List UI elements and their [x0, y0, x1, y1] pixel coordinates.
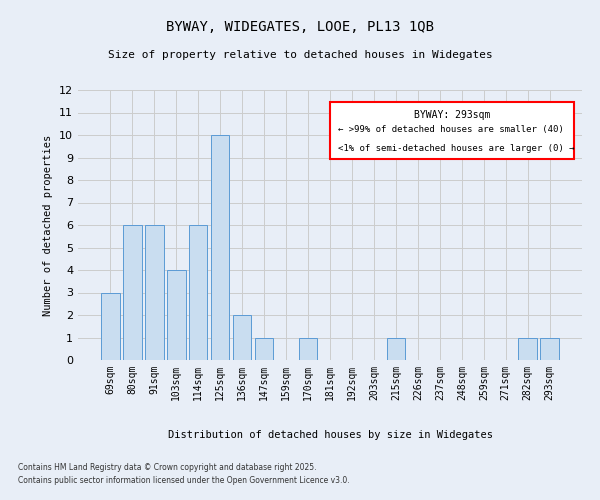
Bar [541, 338, 559, 360]
Text: Contains HM Land Registry data © Crown copyright and database right 2025.: Contains HM Land Registry data © Crown c… [18, 464, 317, 472]
FancyBboxPatch shape [330, 102, 574, 159]
Bar [211, 135, 229, 360]
Bar [167, 270, 185, 360]
Bar [386, 338, 405, 360]
Text: Distribution of detached houses by size in Widegates: Distribution of detached houses by size … [167, 430, 493, 440]
Text: BYWAY, WIDEGATES, LOOE, PL13 1QB: BYWAY, WIDEGATES, LOOE, PL13 1QB [166, 20, 434, 34]
Text: <1% of semi-detached houses are larger (0) →: <1% of semi-detached houses are larger (… [338, 144, 574, 153]
Bar [255, 338, 274, 360]
Text: Contains public sector information licensed under the Open Government Licence v3: Contains public sector information licen… [18, 476, 350, 485]
Text: BYWAY: 293sqm: BYWAY: 293sqm [414, 110, 490, 120]
Bar [518, 338, 537, 360]
Bar [189, 225, 208, 360]
Text: Size of property relative to detached houses in Widegates: Size of property relative to detached ho… [107, 50, 493, 60]
Text: ← >99% of detached houses are smaller (40): ← >99% of detached houses are smaller (4… [338, 125, 563, 134]
Bar [233, 315, 251, 360]
Bar [101, 292, 119, 360]
Bar [123, 225, 142, 360]
Y-axis label: Number of detached properties: Number of detached properties [43, 134, 53, 316]
Bar [299, 338, 317, 360]
Bar [145, 225, 164, 360]
